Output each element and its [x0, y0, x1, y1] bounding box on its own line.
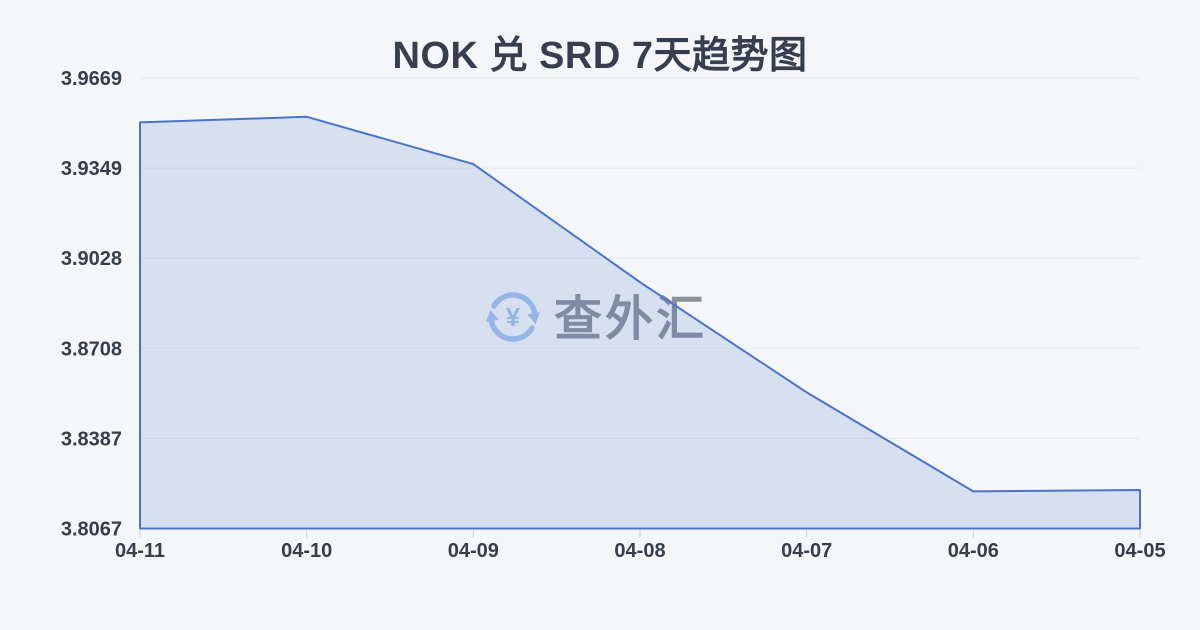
- x-axis-label: 04-11: [115, 540, 165, 562]
- y-axis-label: 3.8067: [61, 519, 122, 541]
- y-axis-label: 3.8708: [61, 338, 122, 360]
- area-series: [139, 115, 1141, 530]
- svg-text:¥: ¥: [506, 302, 521, 332]
- y-axis-label: 3.9669: [61, 68, 122, 90]
- x-axis-label: 04-06: [948, 540, 999, 562]
- watermark: ¥ 查外汇: [484, 288, 707, 351]
- chart-title: NOK 兑 SRD 7天趋势图: [392, 35, 808, 77]
- x-axis-label: 04-07: [781, 540, 832, 562]
- x-axis-label: 04-05: [1114, 540, 1165, 562]
- x-axis-label: 04-08: [614, 540, 665, 562]
- y-axis-label: 3.8387: [61, 428, 122, 450]
- x-axis-label: 04-10: [281, 540, 332, 562]
- currency-exchange-icon: ¥: [484, 288, 542, 351]
- y-axis-label: 3.9349: [61, 158, 122, 180]
- x-axis-label: 04-09: [448, 540, 499, 562]
- y-axis-label: 3.9028: [61, 248, 122, 270]
- watermark-text: 查外汇: [554, 291, 707, 349]
